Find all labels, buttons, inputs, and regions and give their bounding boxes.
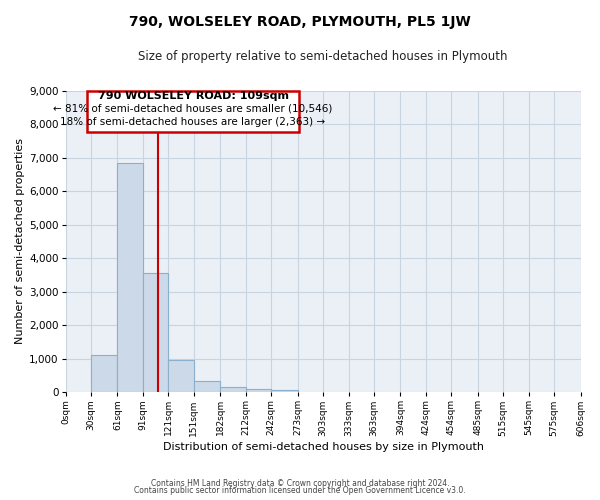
Bar xyxy=(169,360,194,392)
Y-axis label: Number of semi-detached properties: Number of semi-detached properties xyxy=(15,138,25,344)
Bar xyxy=(220,386,246,392)
Bar xyxy=(246,389,271,392)
Bar xyxy=(271,390,298,392)
Text: ← 81% of semi-detached houses are smaller (10,546): ← 81% of semi-detached houses are smalle… xyxy=(53,104,333,114)
Text: 790, WOLSELEY ROAD, PLYMOUTH, PL5 1JW: 790, WOLSELEY ROAD, PLYMOUTH, PL5 1JW xyxy=(129,15,471,29)
Bar xyxy=(194,380,220,392)
Text: Contains public sector information licensed under the Open Government Licence v3: Contains public sector information licen… xyxy=(134,486,466,495)
Bar xyxy=(143,273,169,392)
Text: 790 WOLSELEY ROAD: 109sqm: 790 WOLSELEY ROAD: 109sqm xyxy=(98,92,289,102)
Text: Contains HM Land Registry data © Crown copyright and database right 2024.: Contains HM Land Registry data © Crown c… xyxy=(151,478,449,488)
Bar xyxy=(118,162,143,392)
Bar xyxy=(91,356,118,392)
FancyBboxPatch shape xyxy=(87,90,299,132)
X-axis label: Distribution of semi-detached houses by size in Plymouth: Distribution of semi-detached houses by … xyxy=(163,442,484,452)
Text: 18% of semi-detached houses are larger (2,363) →: 18% of semi-detached houses are larger (… xyxy=(61,118,326,128)
Title: Size of property relative to semi-detached houses in Plymouth: Size of property relative to semi-detach… xyxy=(139,50,508,63)
